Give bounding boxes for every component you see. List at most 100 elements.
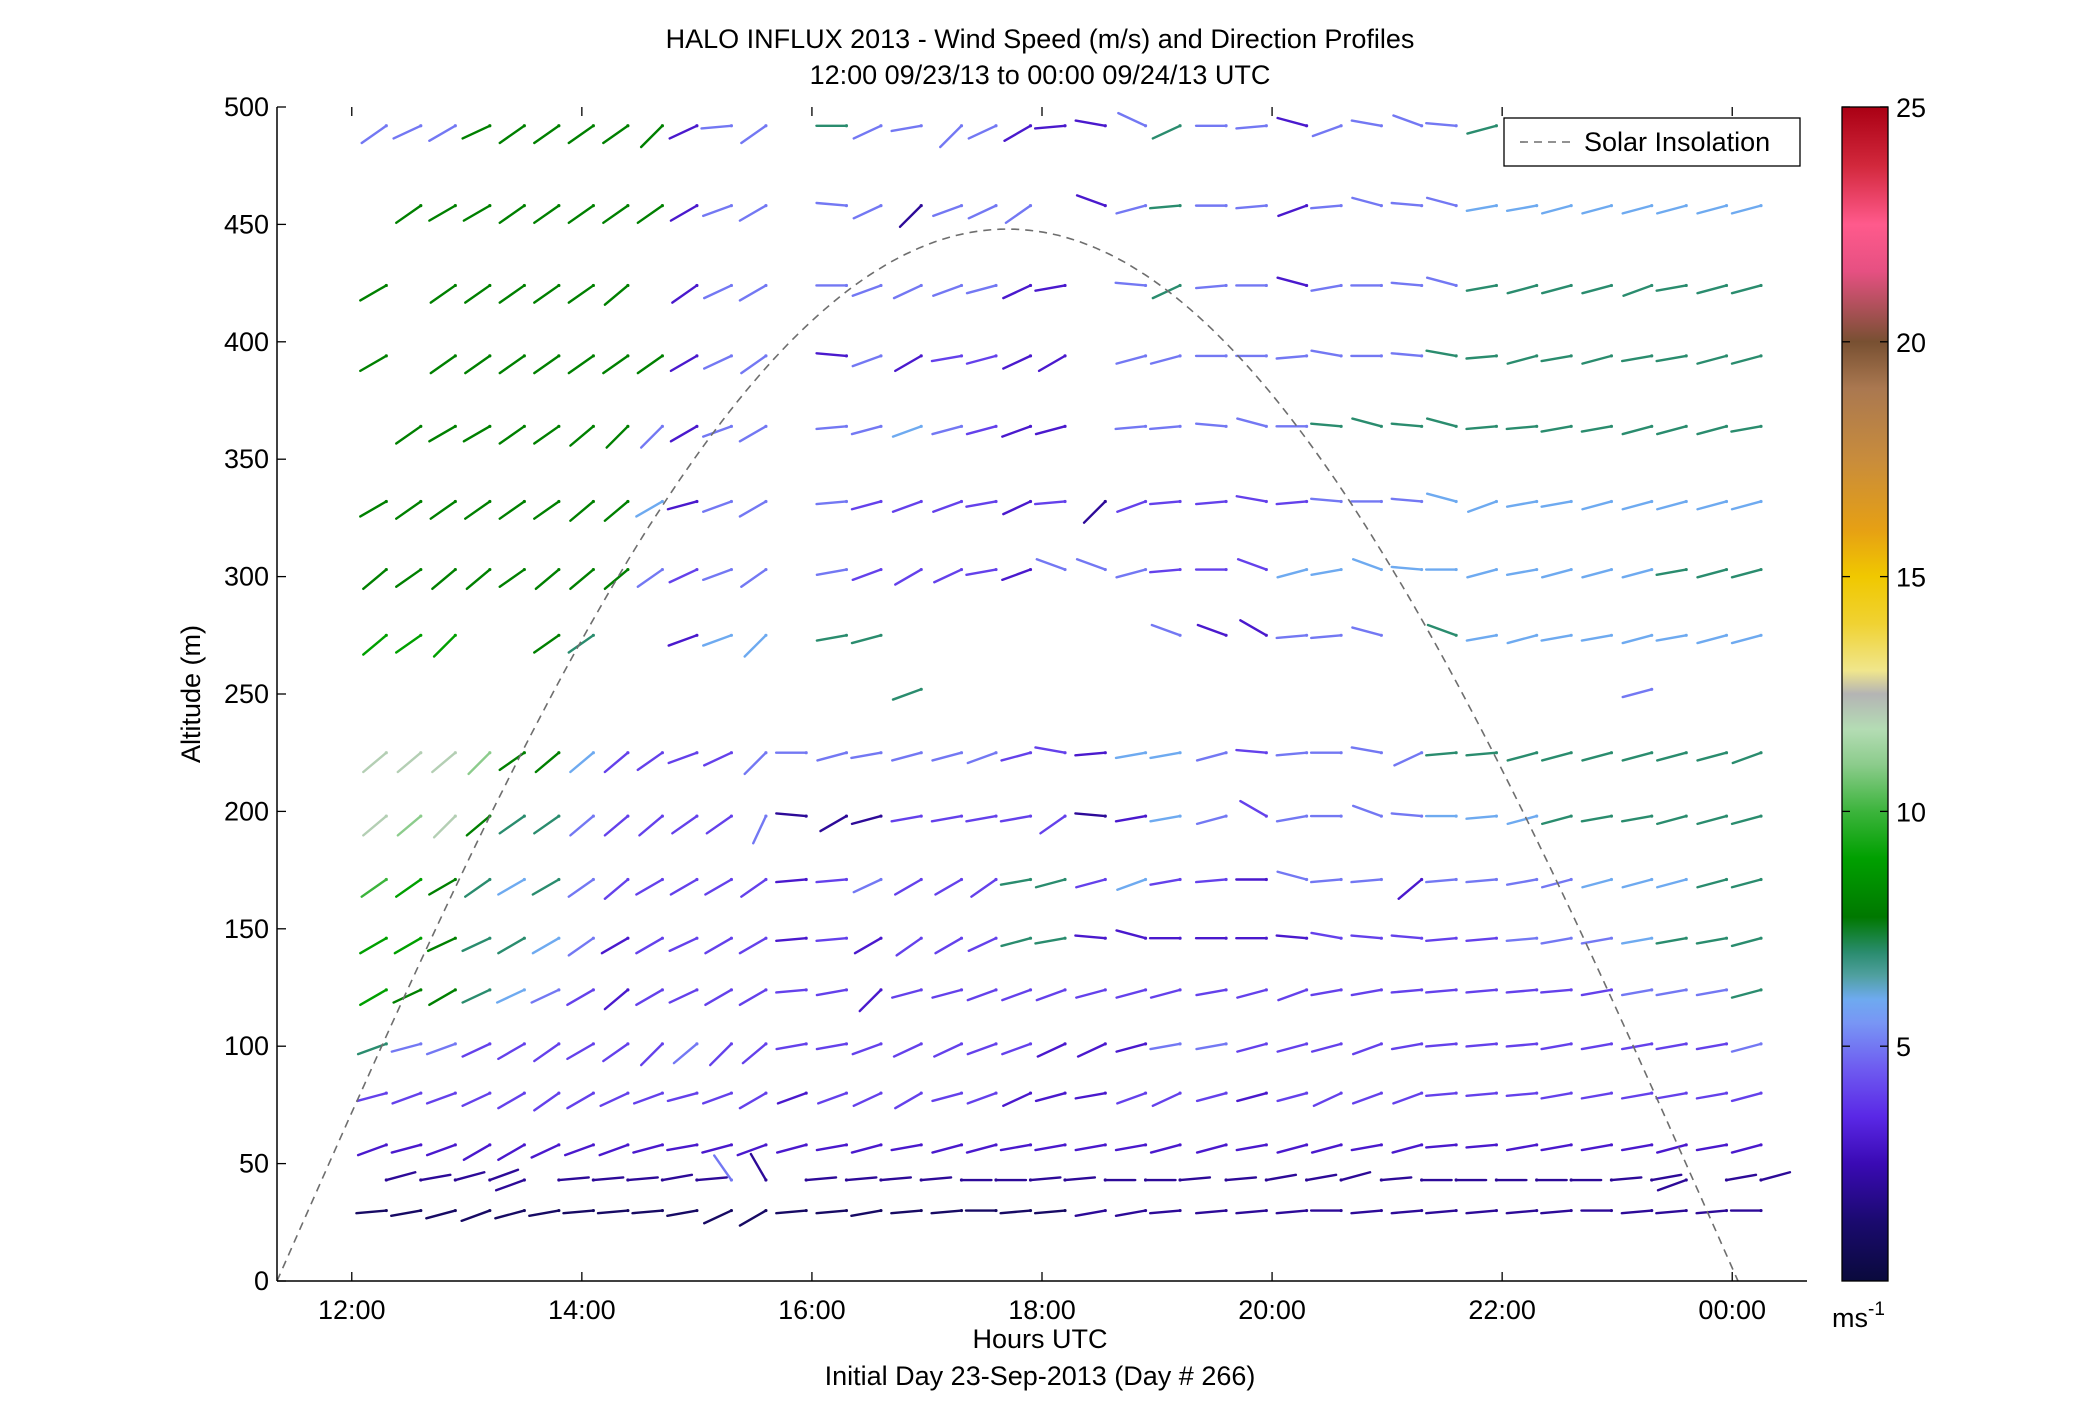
wind-vector <box>1390 201 1423 207</box>
x-tick-label: 18:00 <box>1008 1295 1076 1325</box>
wind-vector <box>1037 354 1067 373</box>
wind-vector <box>603 284 630 306</box>
wind-vector <box>1621 688 1653 699</box>
wind-vector-origin <box>557 204 561 208</box>
wind-vector-origin <box>919 124 923 128</box>
wind-vector-origin <box>419 499 423 504</box>
wind-vector-origin <box>764 1178 768 1182</box>
wind-vector <box>1655 988 1688 997</box>
wind-vector <box>1656 1143 1688 1154</box>
wind-vector <box>1730 878 1763 889</box>
wind-vector <box>1149 751 1182 760</box>
wind-vector <box>1656 1178 1688 1192</box>
wind-vector <box>1620 936 1653 945</box>
wind-vector <box>932 284 963 297</box>
wind-vector-origin <box>1264 877 1268 882</box>
wind-vector-origin <box>994 354 998 358</box>
wind-vector-origin <box>557 283 561 288</box>
wind-vector-origin <box>695 1178 699 1182</box>
wind-vector-origin <box>453 499 457 504</box>
wind-vector-origin <box>1759 814 1763 818</box>
wind-vector <box>431 568 457 591</box>
wind-vector <box>1194 284 1228 290</box>
wind-vector <box>1275 1209 1308 1215</box>
y-tick-label: 0 <box>254 1266 269 1296</box>
wind-vector <box>816 751 848 762</box>
wind-vector-origin <box>994 1091 998 1095</box>
wind-vector-origin <box>844 1042 849 1046</box>
wind-vector-origin <box>1454 567 1458 572</box>
wind-vector-origin <box>1454 877 1458 882</box>
wind-vector <box>602 1042 630 1063</box>
wind-vector <box>666 1091 699 1103</box>
wind-vector <box>891 425 923 438</box>
wind-vector <box>667 634 699 647</box>
wind-vector-origin <box>384 499 388 504</box>
wind-vector <box>1581 204 1613 215</box>
wind-vector <box>1276 116 1308 127</box>
wind-vector-origin <box>1339 204 1343 208</box>
wind-vector <box>1390 497 1423 503</box>
wind-vector <box>1621 878 1653 889</box>
wind-vector <box>1149 1042 1182 1051</box>
wind-vector <box>815 988 848 997</box>
wind-vector <box>533 1091 561 1112</box>
wind-vector <box>852 124 883 140</box>
wind-vector-origin <box>1304 877 1309 882</box>
wind-vector <box>1465 1143 1498 1149</box>
wind-vector <box>1148 425 1182 431</box>
wind-vector <box>563 1143 595 1157</box>
wind-vector <box>1425 936 1458 943</box>
wind-vector <box>965 500 998 508</box>
wind-vector <box>429 284 457 304</box>
wind-vector-origin <box>1304 124 1309 128</box>
wind-vector <box>1426 623 1458 637</box>
wind-vector-origin <box>1454 354 1458 358</box>
wind-vector-origin <box>959 751 964 755</box>
wind-vector <box>1074 751 1107 757</box>
wind-vector-origin <box>1304 1143 1309 1147</box>
wind-vector-origin <box>1454 1143 1458 1147</box>
wind-vector-origin <box>557 1143 561 1147</box>
wind-vector <box>1696 284 1728 295</box>
wind-vector-origin <box>660 1042 664 1046</box>
wind-vector <box>1580 1143 1613 1152</box>
wind-vector <box>851 354 883 368</box>
wind-vector <box>1581 751 1613 762</box>
wind-vector <box>1310 204 1343 210</box>
wind-vector-origin <box>557 567 561 572</box>
wind-vector-origin <box>1724 814 1729 818</box>
wind-vector-origin <box>591 1091 595 1095</box>
wind-vector <box>598 1143 630 1157</box>
wind-vector <box>429 354 457 375</box>
wind-vector <box>1117 111 1147 127</box>
wind-vector <box>355 1209 388 1215</box>
wind-vector <box>1390 352 1423 358</box>
wind-vector-origin <box>729 1178 733 1182</box>
wind-vector <box>934 936 963 955</box>
wind-vector-origin <box>1063 1091 1067 1095</box>
wind-vector <box>1035 558 1067 571</box>
wind-vector-origin <box>488 988 492 992</box>
wind-vector <box>850 814 883 826</box>
wind-vector <box>531 878 561 896</box>
wind-vector <box>362 751 388 774</box>
wind-vector-origin <box>1028 1091 1033 1095</box>
wind-vector <box>1149 1143 1182 1154</box>
wind-vector <box>530 988 561 1004</box>
wind-vector <box>1696 568 1728 579</box>
wind-vector-origin <box>879 354 883 358</box>
wind-vector <box>632 1091 664 1105</box>
wind-vector <box>1276 1042 1308 1053</box>
wind-vector <box>1656 878 1688 889</box>
wind-vector-origin <box>919 1178 923 1182</box>
wind-vector <box>967 124 998 140</box>
wind-vector <box>752 814 768 845</box>
wind-vector <box>852 204 883 220</box>
wind-vector-origin <box>1379 204 1383 208</box>
wind-vector-origin <box>1028 1143 1033 1147</box>
wind-vector <box>703 354 733 370</box>
wind-vector-origin <box>1569 1208 1573 1213</box>
wind-vector <box>890 124 923 133</box>
wind-vector-origin <box>453 751 457 755</box>
